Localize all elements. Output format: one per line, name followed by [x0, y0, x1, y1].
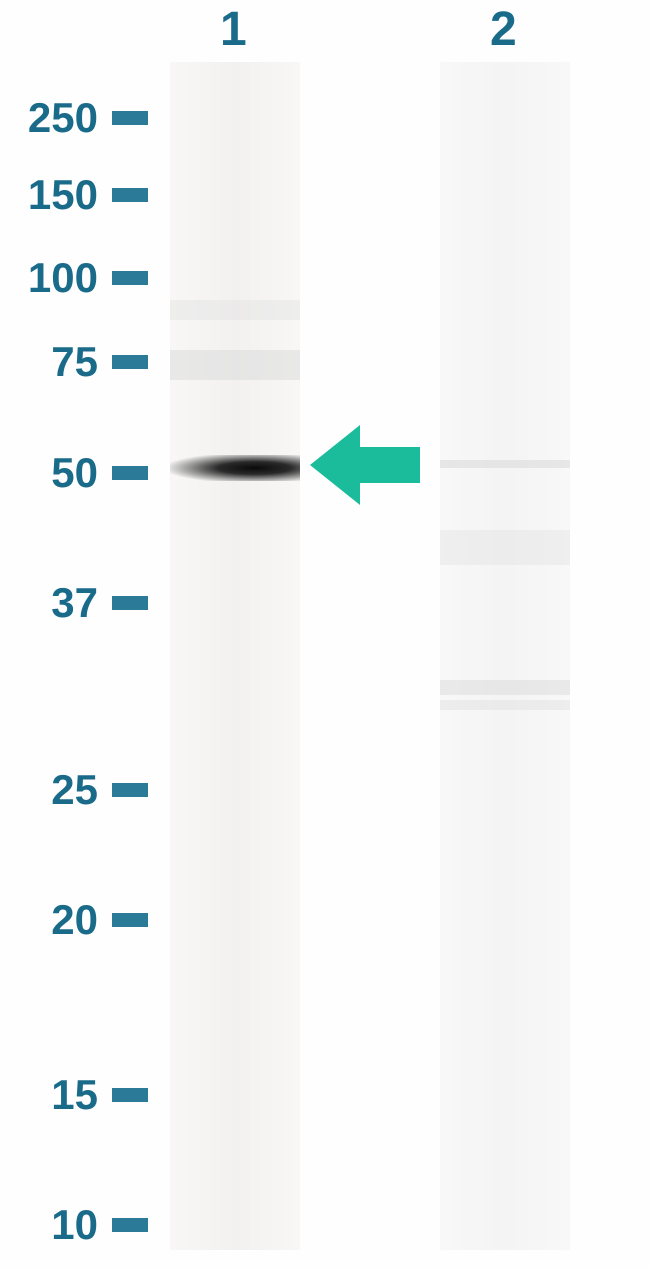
marker-tick-20 [112, 913, 148, 927]
marker-label-20: 20 [18, 896, 98, 944]
marker-tick-100 [112, 271, 148, 285]
lane-1-header: 1 [220, 2, 247, 57]
lane1-band-0 [170, 455, 300, 481]
lane-2-header: 2 [490, 2, 517, 57]
marker-tick-10 [112, 1218, 148, 1232]
marker-tick-37 [112, 596, 148, 610]
lane1-band-2 [170, 300, 300, 320]
lane1-band-1 [170, 350, 300, 380]
marker-label-50: 50 [18, 449, 98, 497]
marker-tick-250 [112, 111, 148, 125]
marker-tick-15 [112, 1088, 148, 1102]
lane2-band-1 [440, 530, 570, 565]
marker-tick-25 [112, 783, 148, 797]
marker-label-100: 100 [18, 254, 98, 302]
marker-label-10: 10 [18, 1201, 98, 1249]
lane2-band-2 [440, 680, 570, 695]
marker-label-150: 150 [18, 171, 98, 219]
marker-tick-75 [112, 355, 148, 369]
arrow-head [310, 425, 360, 505]
lane-1 [170, 62, 300, 1250]
marker-label-37: 37 [18, 579, 98, 627]
lane-2 [440, 62, 570, 1250]
arrow-body [360, 447, 420, 483]
lane2-band-3 [440, 700, 570, 710]
marker-tick-150 [112, 188, 148, 202]
marker-label-15: 15 [18, 1071, 98, 1119]
marker-label-75: 75 [18, 338, 98, 386]
marker-label-25: 25 [18, 766, 98, 814]
marker-label-250: 250 [18, 94, 98, 142]
lane2-band-0 [440, 460, 570, 468]
marker-tick-50 [112, 466, 148, 480]
